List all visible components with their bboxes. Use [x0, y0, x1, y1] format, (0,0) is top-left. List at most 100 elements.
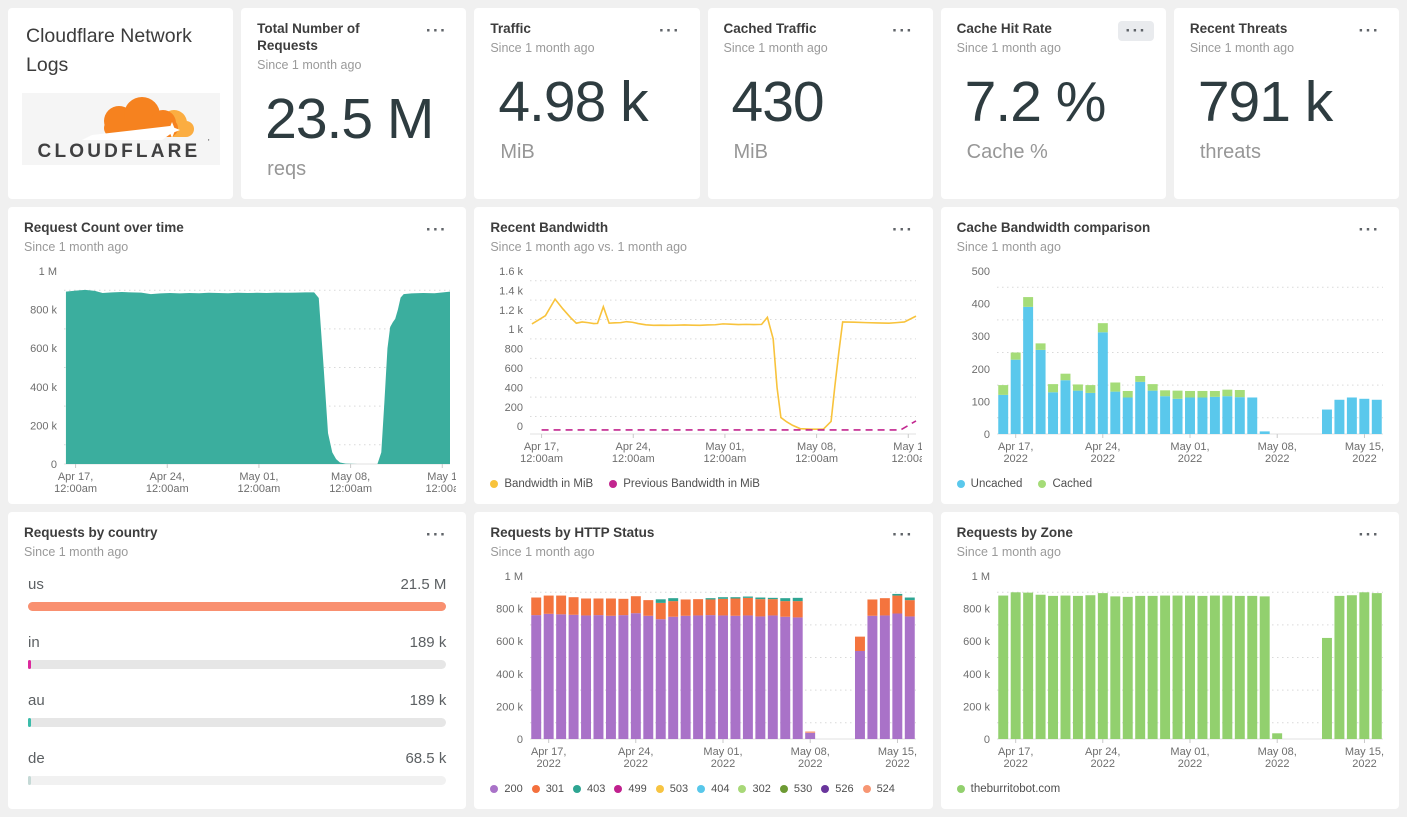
panel-title: Recent Threats: [1189, 21, 1288, 36]
panel-cached-traffic: Cached Traffic Since 1 month ago 430 MiB: [707, 8, 933, 200]
panel-menu-button[interactable]: [419, 21, 454, 41]
panel-menu-button[interactable]: [1352, 525, 1387, 545]
legend-item[interactable]: 301: [531, 783, 564, 795]
panel-recent-bandwidth: Recent Bandwidth Since 1 month ago vs. 1…: [474, 207, 933, 505]
panel-subtitle: Since 1 month ago: [257, 57, 362, 72]
panel-menu-button[interactable]: [419, 525, 454, 545]
legend-label: Uncached: [970, 478, 1023, 491]
panel-menu-button[interactable]: [1352, 21, 1387, 41]
legend-label: 526: [835, 782, 854, 795]
panel-subtitle: Since 1 month ago: [956, 239, 1061, 254]
svg-text:2022: 2022: [537, 758, 561, 769]
svg-text:0: 0: [984, 734, 990, 746]
stat-value: 791 k: [1197, 69, 1333, 134]
panel-menu-button[interactable]: [1118, 21, 1154, 41]
svg-text:May 01,: May 01,: [239, 471, 278, 483]
legend-item[interactable]: theburritobot.com: [956, 783, 1060, 795]
ellipsis-menu-icon: [1359, 222, 1380, 239]
country-hbar-chart[interactable]: us 21.5 M in 189 k au 189 k de 68.5 k: [28, 576, 447, 809]
panel-menu-button[interactable]: [419, 220, 454, 240]
legend-item[interactable]: Uncached: [956, 478, 1023, 491]
country-row: in 189 k: [28, 634, 447, 670]
svg-text:2022: 2022: [1003, 758, 1027, 769]
svg-text:2022: 2022: [711, 758, 735, 769]
legend-dot-icon: [573, 784, 582, 793]
country-row: us 21.5 M: [28, 576, 447, 612]
country-code: au: [28, 692, 45, 710]
legend-item[interactable]: 403: [573, 783, 605, 795]
svg-text:1 k: 1 k: [509, 324, 524, 336]
panel-requests-by-zone: Requests by Zone Since 1 month ago 1 M 80…: [940, 512, 1399, 809]
legend-dot-icon: [614, 784, 623, 793]
legend-item[interactable]: 503: [655, 783, 688, 795]
stat-unit: threats: [1199, 140, 1261, 163]
svg-text:2022: 2022: [1352, 453, 1376, 464]
svg-text:CLOUDFLARE: CLOUDFLARE: [37, 141, 200, 162]
legend-label: Bandwidth in MiB: [504, 478, 594, 491]
svg-text:2022: 2022: [1090, 453, 1114, 464]
svg-text:12:00am: 12:00am: [54, 483, 97, 494]
legend-label: 200: [504, 782, 523, 795]
legend-item[interactable]: 524: [862, 783, 895, 795]
panel-menu-button[interactable]: [885, 220, 920, 240]
svg-text:May 08,: May 08,: [791, 746, 830, 758]
svg-text:500: 500: [971, 266, 989, 278]
panel-menu-button[interactable]: [652, 21, 687, 41]
legend-item[interactable]: Bandwidth in MiB: [490, 478, 593, 490]
svg-text:1.4 k: 1.4 k: [499, 285, 523, 297]
legend-dot-icon: [1038, 480, 1047, 489]
cache-bandwidth-bar-chart[interactable]: 500 400 300 200 100 0 Apr 17, 2022 Apr 24, 2022 Ma…: [955, 265, 1389, 465]
legend-item[interactable]: 499: [614, 783, 647, 795]
country-bar-track: [28, 602, 447, 612]
legend-dot-icon: [609, 480, 618, 489]
svg-text:800 k: 800 k: [496, 604, 523, 616]
svg-text:100: 100: [971, 396, 989, 408]
svg-text:2022: 2022: [1090, 758, 1114, 769]
panel-title: Requests by country: [24, 525, 158, 541]
legend-item[interactable]: Previous Bandwidth in MiB: [609, 478, 760, 490]
panel-subtitle: Since 1 month ago: [723, 40, 828, 55]
legend-item[interactable]: 404: [697, 783, 729, 795]
legend-label: 530: [793, 782, 813, 795]
zone-bar-chart[interactable]: 1 M 800 k 600 k 400 k 200 k 0 Apr 17, 2022 Apr 2…: [955, 570, 1389, 770]
legend-dot-icon: [956, 480, 965, 489]
stat-value: 7.2 %: [964, 69, 1107, 134]
svg-text:Apr 17,: Apr 17,: [524, 441, 559, 453]
dashboard-title: Cloudflare Network Logs: [26, 25, 192, 77]
svg-text:2022: 2022: [1352, 758, 1376, 769]
legend-item[interactable]: Cached: [1038, 478, 1092, 490]
legend-item[interactable]: 302: [738, 783, 771, 795]
panel-menu-button[interactable]: [885, 525, 920, 545]
stat-unit: Cache %: [966, 140, 1048, 163]
legend-item[interactable]: 200: [490, 782, 523, 795]
legend-item[interactable]: 530: [779, 782, 813, 795]
request-count-area-chart[interactable]: 1 M 800 k 600 k 400 k 200 k 0 Apr 17, 12:00am Ap…: [22, 265, 460, 495]
svg-text:Apr 24,: Apr 24,: [616, 441, 651, 453]
svg-text:400 k: 400 k: [30, 382, 57, 394]
svg-text:May 01,: May 01,: [1170, 441, 1209, 453]
panel-title: Cached Traffic: [723, 21, 817, 36]
svg-text:400 k: 400 k: [496, 669, 523, 681]
panel-request-count: Request Count over time Since 1 month ag…: [8, 207, 467, 505]
panel-requests-by-http-status: Requests by HTTP Status Since 1 month ag…: [474, 512, 933, 809]
svg-text:May 08,: May 08,: [1257, 441, 1296, 453]
legend-dot-icon: [531, 784, 540, 793]
legend-item[interactable]: 526: [821, 782, 854, 795]
panel-subtitle: Since 1 month ago: [24, 544, 129, 559]
panel-requests-by-country: Requests by country Since 1 month ago us…: [8, 512, 467, 809]
svg-text:': ': [208, 138, 210, 147]
panel-menu-button[interactable]: [885, 21, 920, 41]
svg-text:2022: 2022: [886, 758, 910, 769]
panel-title: Cache Hit Rate: [956, 21, 1052, 36]
svg-text:Apr 17,: Apr 17,: [58, 471, 93, 483]
svg-text:Apr 17,: Apr 17,: [998, 746, 1033, 758]
svg-text:May 01,: May 01,: [1170, 746, 1209, 758]
svg-text:May 08,: May 08,: [797, 441, 836, 453]
http-status-bar-chart[interactable]: 1 M 800 k 600 k 400 k 200 k 0 Apr 17, 2022 Apr 2…: [488, 570, 922, 770]
svg-text:0: 0: [51, 459, 57, 471]
legend-label: Cached: [1052, 478, 1093, 491]
panel-menu-button[interactable]: [1352, 220, 1387, 240]
